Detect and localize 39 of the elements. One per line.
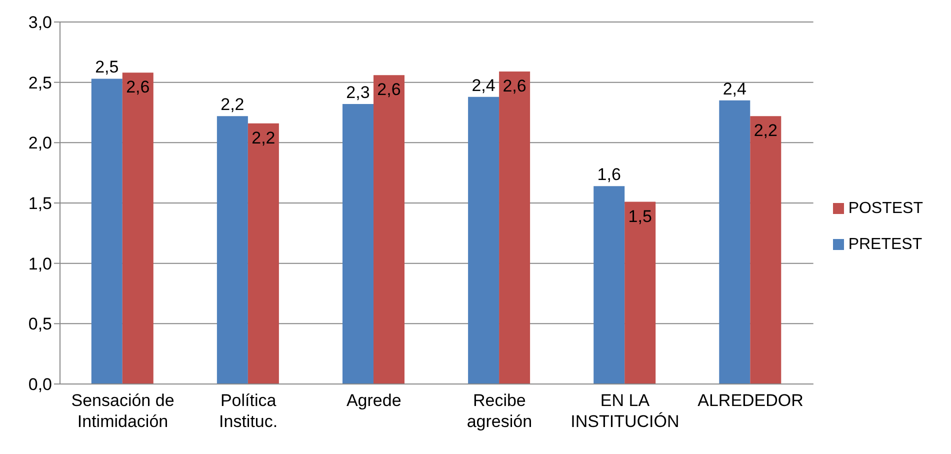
bar: [91, 78, 122, 384]
legend-label: POSTEST: [848, 200, 923, 217]
data-label: 2,2: [220, 95, 244, 114]
legend-label: PRETEST: [848, 236, 922, 253]
bar: [750, 116, 782, 384]
data-label: 1,5: [628, 206, 652, 226]
data-label: 2,3: [346, 83, 370, 102]
x-tick-label: Sensación de Intimidación: [71, 391, 174, 431]
data-label: 2,5: [95, 58, 119, 77]
x-tick-label: Recibe agresión: [466, 391, 532, 431]
bar: [468, 96, 500, 384]
data-label: 2,4: [472, 76, 496, 95]
bar: [373, 75, 404, 384]
y-tick-label: 1,0: [28, 254, 52, 274]
y-tick-label: 0,5: [28, 314, 52, 334]
bar: [216, 116, 248, 384]
y-tick-label: 3,0: [28, 13, 52, 32]
bar: [624, 202, 656, 384]
y-tick-label: 2,5: [28, 73, 52, 92]
data-label: 2,2: [754, 121, 778, 140]
bar: [499, 71, 530, 384]
y-tick-label: 0,0: [28, 375, 52, 394]
bar: [594, 186, 625, 384]
data-label: 2,4: [722, 79, 746, 98]
y-tick-label: 1,5: [28, 194, 52, 214]
bar: [342, 104, 374, 384]
bar: [248, 123, 279, 384]
data-label: 2,6: [502, 76, 526, 96]
data-label: 2,6: [377, 80, 401, 100]
bar: [122, 72, 154, 384]
x-tick-label: Política Instituc.: [219, 391, 278, 431]
x-tick-label: EN LA INSTITUCIÓN: [570, 391, 680, 431]
data-label: 2,6: [126, 78, 150, 97]
data-label: 2,2: [252, 128, 276, 148]
y-tick-label: 2,0: [28, 134, 52, 153]
x-tick-label: Agrede: [346, 391, 402, 410]
bar: [719, 100, 750, 384]
x-tick-label: ALREDEDOR: [698, 391, 804, 410]
data-label: 1,6: [597, 165, 621, 184]
